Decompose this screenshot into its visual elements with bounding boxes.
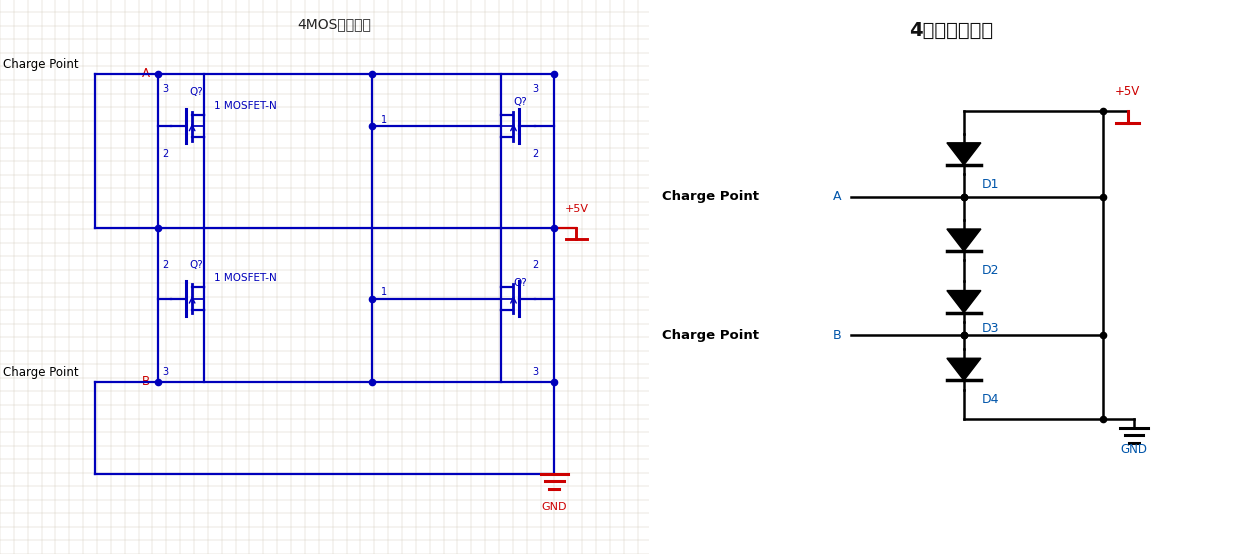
Text: 2: 2 xyxy=(163,260,169,270)
Text: Charge Point: Charge Point xyxy=(662,329,759,342)
Text: Q?: Q? xyxy=(514,278,527,288)
Text: 1 MOSFET-N: 1 MOSFET-N xyxy=(214,101,277,111)
Text: Charge Point: Charge Point xyxy=(4,58,79,71)
Text: Q?: Q? xyxy=(514,96,527,106)
Text: Charge Point: Charge Point xyxy=(662,191,759,203)
Text: B: B xyxy=(142,375,150,388)
Text: D2: D2 xyxy=(982,264,999,277)
Text: D4: D4 xyxy=(982,393,999,406)
Text: 2: 2 xyxy=(163,149,169,159)
Text: 1 MOSFET-N: 1 MOSFET-N xyxy=(214,273,277,283)
Text: Q?: Q? xyxy=(189,88,203,98)
Text: D1: D1 xyxy=(982,178,999,191)
Text: GND: GND xyxy=(1120,443,1148,456)
Text: 3: 3 xyxy=(163,84,169,94)
Text: B: B xyxy=(833,329,842,342)
Polygon shape xyxy=(948,229,980,251)
Text: Q?: Q? xyxy=(189,260,203,270)
Text: GND: GND xyxy=(542,502,567,512)
Text: 3: 3 xyxy=(533,367,538,377)
Text: 1: 1 xyxy=(382,288,387,297)
Text: 2: 2 xyxy=(533,149,538,159)
Text: +5V: +5V xyxy=(1115,85,1140,99)
Text: Charge Point: Charge Point xyxy=(4,366,79,379)
Text: 3: 3 xyxy=(533,84,538,94)
Text: 4二极管的磁充: 4二极管的磁充 xyxy=(910,21,993,40)
Text: 2: 2 xyxy=(533,260,538,270)
Text: 1: 1 xyxy=(382,115,387,125)
Polygon shape xyxy=(948,290,980,312)
Text: 3: 3 xyxy=(163,367,169,377)
Text: +5V: +5V xyxy=(564,204,588,214)
Text: A: A xyxy=(833,191,842,203)
Polygon shape xyxy=(948,358,980,381)
Text: 4MOS管的磁充: 4MOS管的磁充 xyxy=(297,18,370,32)
Text: D3: D3 xyxy=(982,322,999,335)
Text: A: A xyxy=(142,68,150,80)
Polygon shape xyxy=(948,143,980,165)
